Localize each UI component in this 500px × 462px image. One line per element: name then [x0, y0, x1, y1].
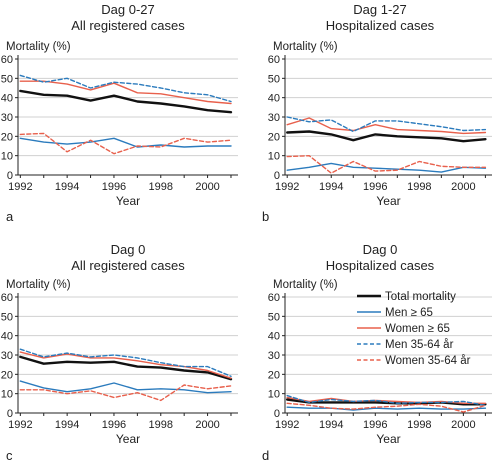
series-line-5 — [19, 384, 232, 402]
panel-title: Dag 0 — [111, 242, 146, 257]
series-line-1 — [286, 130, 487, 143]
y-tick-label: 40 — [268, 331, 280, 343]
panel-title: Dag 0-27 — [101, 2, 154, 17]
y-axis-label: Mortality (%) — [273, 279, 338, 291]
x-tick-label: 1998 — [407, 419, 431, 431]
y-tick-label: 10 — [268, 151, 280, 163]
panel-subtitle: Hospitalized cases — [326, 258, 435, 273]
series-line-3 — [286, 117, 487, 135]
panel-letter: c — [6, 448, 13, 462]
x-axis-label: Year — [116, 194, 140, 208]
y-tick-label: 40 — [1, 93, 13, 105]
panel-letter: b — [262, 209, 269, 224]
y-tick-label: 50 — [1, 73, 13, 85]
x-tick-label: 2000 — [195, 419, 219, 431]
x-tick-label: 1996 — [102, 181, 126, 193]
y-tick-label: 10 — [1, 151, 13, 163]
y-tick-label: 10 — [1, 389, 13, 401]
series-line-2 — [19, 380, 232, 394]
y-tick-label: 60 — [268, 54, 280, 66]
x-tick-label: 2000 — [451, 419, 475, 431]
y-tick-label: 30 — [1, 112, 13, 124]
series-line-4 — [286, 394, 487, 406]
y-tick-label: 60 — [1, 292, 13, 304]
x-tick-label: 1998 — [149, 181, 173, 193]
series-line-5 — [286, 154, 487, 174]
y-tick-label: 0 — [7, 408, 13, 420]
x-tick-label: 1996 — [363, 181, 387, 193]
series-line-4 — [286, 116, 487, 133]
series-line-4 — [19, 348, 232, 377]
x-tick-label: 2000 — [195, 181, 219, 193]
y-tick-label: 0 — [274, 408, 280, 420]
panel-title: Dag 0 — [363, 242, 398, 257]
x-axis-label: Year — [376, 432, 400, 446]
y-tick-label: 40 — [268, 93, 280, 105]
y-tick-label: 20 — [1, 131, 13, 143]
legend-label: Total mortality — [385, 291, 456, 303]
x-tick-label: 1994 — [319, 181, 343, 193]
legend-label: Women ≥ 65 — [385, 323, 450, 335]
y-tick-label: 60 — [1, 54, 13, 66]
x-tick-label: 1994 — [55, 419, 79, 431]
series-line-1 — [19, 89, 233, 114]
y-tick-label: 10 — [268, 389, 280, 401]
y-tick-label: 20 — [268, 131, 280, 143]
y-tick-label: 30 — [268, 350, 280, 362]
series-line-3 — [19, 80, 232, 105]
panel-subtitle: All registered cases — [71, 258, 185, 273]
y-tick-label: 60 — [268, 292, 280, 304]
y-tick-label: 20 — [268, 369, 280, 381]
x-tick-label: 1994 — [319, 419, 343, 431]
y-tick-label: 40 — [1, 331, 13, 343]
y-tick-label: 50 — [268, 73, 280, 85]
panel-subtitle: Hospitalized cases — [326, 18, 435, 33]
series-line-1 — [286, 398, 487, 406]
y-tick-label: 50 — [268, 311, 280, 323]
legend-label: Women 35-64 år — [385, 355, 471, 367]
panel-subtitle: All registered cases — [71, 18, 185, 33]
x-tick-label: 1992 — [275, 419, 299, 431]
series-line-5 — [19, 132, 232, 155]
x-tick-label: 1992 — [275, 181, 299, 193]
panel-title: Dag 1-27 — [353, 2, 406, 17]
x-tick-label: 2000 — [451, 181, 475, 193]
panel-letter: a — [6, 209, 14, 224]
x-axis-label: Year — [376, 194, 400, 208]
y-tick-label: 0 — [7, 170, 13, 182]
series-line-4 — [19, 74, 232, 103]
x-tick-label: 1998 — [149, 419, 173, 431]
y-tick-label: 0 — [274, 170, 280, 182]
x-axis-label: Year — [116, 432, 140, 446]
series-line-3 — [19, 351, 232, 379]
series-line-2 — [286, 162, 487, 173]
x-tick-label: 1992 — [8, 181, 32, 193]
series-line-1 — [19, 355, 233, 381]
y-tick-label: 30 — [268, 112, 280, 124]
series-line-5 — [286, 402, 487, 413]
y-axis-label: Mortality (%) — [6, 279, 71, 291]
legend: Total mortality Men ≥ 65 Women ≥ 65 Men 35-… — [357, 291, 471, 367]
x-tick-label: 1994 — [55, 181, 79, 193]
y-tick-label: 30 — [1, 350, 13, 362]
panel-letter: d — [262, 448, 269, 462]
legend-label: Men 35-64 år — [385, 339, 454, 351]
y-tick-label: 50 — [1, 311, 13, 323]
x-tick-label: 1996 — [102, 419, 126, 431]
y-axis-label: Mortality (%) — [273, 41, 338, 53]
x-tick-label: 1996 — [363, 419, 387, 431]
y-axis-label: Mortality (%) — [6, 41, 71, 53]
legend-label: Men ≥ 65 — [385, 307, 433, 319]
x-tick-label: 1998 — [407, 181, 431, 193]
y-tick-label: 20 — [1, 369, 13, 381]
x-tick-label: 1992 — [8, 419, 32, 431]
